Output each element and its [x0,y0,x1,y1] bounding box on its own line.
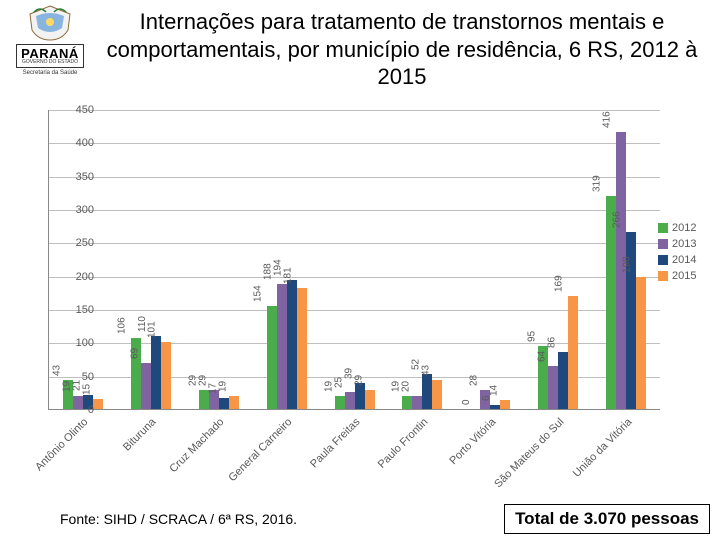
legend-item: 2014 [658,254,706,266]
bar: 194 [287,280,297,409]
source-text: Fonte: SIHD / SCRACA / 6ª RS, 2016. [0,511,297,527]
bar-group: 028614 [456,110,524,409]
bar: 20 [412,396,422,409]
legend-swatch [658,271,668,281]
bar-group: 19253929 [321,110,389,409]
bar: 188 [277,284,287,409]
bar-value-label: 416 [602,111,613,128]
bar: 43 [432,380,442,409]
bar-value-label: 29 [353,375,364,386]
gov-text: GOVERNO DO ESTADO [21,60,79,65]
y-tick: 400 [64,137,94,149]
y-tick: 450 [64,104,94,116]
bar-value-label: 86 [547,337,558,348]
bar-value-label: 266 [612,211,623,228]
bar-value-label: 69 [129,348,140,359]
bar: 6 [490,405,500,409]
bar: 25 [345,392,355,409]
y-tick: 50 [64,371,94,383]
chart-legend: 2012 2013 2014 2015 [658,222,706,286]
bar-value-label: 181 [282,268,293,285]
bar-value-label: 198 [622,256,633,273]
bar-group: 19205243 [388,110,456,409]
x-tick-label: Antônio Olinto [48,410,116,510]
legend-item: 2015 [658,270,706,282]
bar-value-label: 25 [333,377,344,388]
crest-icon [26,4,74,42]
y-tick: 200 [64,271,94,283]
bar: 154 [267,306,277,409]
bar: 17 [219,398,229,409]
bar-value-label: 154 [252,286,263,303]
bar: 19 [335,396,345,409]
bar: 169 [568,296,578,409]
bar-value-label: 6 [482,395,493,401]
bar-value-label: 319 [592,176,603,193]
bar: 86 [558,352,568,409]
bar: 181 [297,288,307,409]
bar-value-label: 43 [51,365,62,376]
bar: 19 [229,396,239,409]
y-tick: 350 [64,171,94,183]
legend-swatch [658,239,668,249]
parana-wordmark: PARANÁ GOVERNO DO ESTADO [16,44,84,68]
x-tick-label: União da Vitória [592,410,660,510]
y-tick: 300 [64,204,94,216]
page-title: Internações para tratamento de transtorn… [92,4,712,91]
legend-item: 2012 [658,222,706,234]
legend-label: 2014 [672,254,696,266]
bar-group: 43192115 [49,110,117,409]
bar: 198 [636,277,646,409]
bar-value-label: 194 [272,259,283,276]
bar-value-label: 95 [527,331,538,342]
bar-group: 956486169 [524,110,592,409]
x-tick-label: Paulo Frontin [388,410,456,510]
bar: 52 [422,374,432,409]
y-tick: 100 [64,337,94,349]
bar: 19 [402,396,412,409]
legend-label: 2015 [672,270,696,282]
legend-label: 2012 [672,222,696,234]
bar-chart: 4319211510669110101292917191541881941811… [10,110,710,470]
total-box: Total de 3.070 pessoas [504,504,710,534]
legend-item: 2013 [658,238,706,250]
bar-value-label: 19 [217,381,228,392]
bar: 39 [355,383,365,409]
y-tick: 0 [64,404,94,416]
bar-value-label: 20 [401,381,412,392]
bar: 110 [151,336,161,409]
bar-group: 319 416 266 198 [592,110,660,409]
bar-value-label: 169 [554,276,565,293]
bar: 69 [141,363,151,409]
bar: 14 [500,400,510,409]
legend-swatch [658,255,668,265]
bar-value-label: 39 [343,368,354,379]
bar-value-label: 101 [146,321,157,338]
bar-value-label: 188 [262,263,273,280]
y-tick: 250 [64,237,94,249]
bar-value-label: 43 [421,365,432,376]
bar-value-label: 64 [537,351,548,362]
bar-value-label: 15 [81,384,92,395]
bar-value-label: 19 [323,381,334,392]
bar: 15 [93,399,103,409]
bar: 101 [161,342,171,409]
bar: 29 [365,390,375,409]
bar-value-label: 106 [116,318,127,335]
bar-value-label: 14 [489,385,500,396]
bar-value-label: 0 [462,399,473,405]
bar: 319 [606,196,616,409]
bar: 64 [548,366,558,409]
secretariat-text: Secretaria da Saúde [23,70,78,76]
bar-value-label: 28 [469,375,480,386]
legend-swatch [658,223,668,233]
y-tick: 150 [64,304,94,316]
bar-group: 10669110101 [117,110,185,409]
legend-label: 2013 [672,238,696,250]
state-logo: PARANÁ GOVERNO DO ESTADO Secretaria da S… [8,4,92,96]
bar-group: 154188194181 [253,110,321,409]
bar-group: 29291719 [185,110,253,409]
